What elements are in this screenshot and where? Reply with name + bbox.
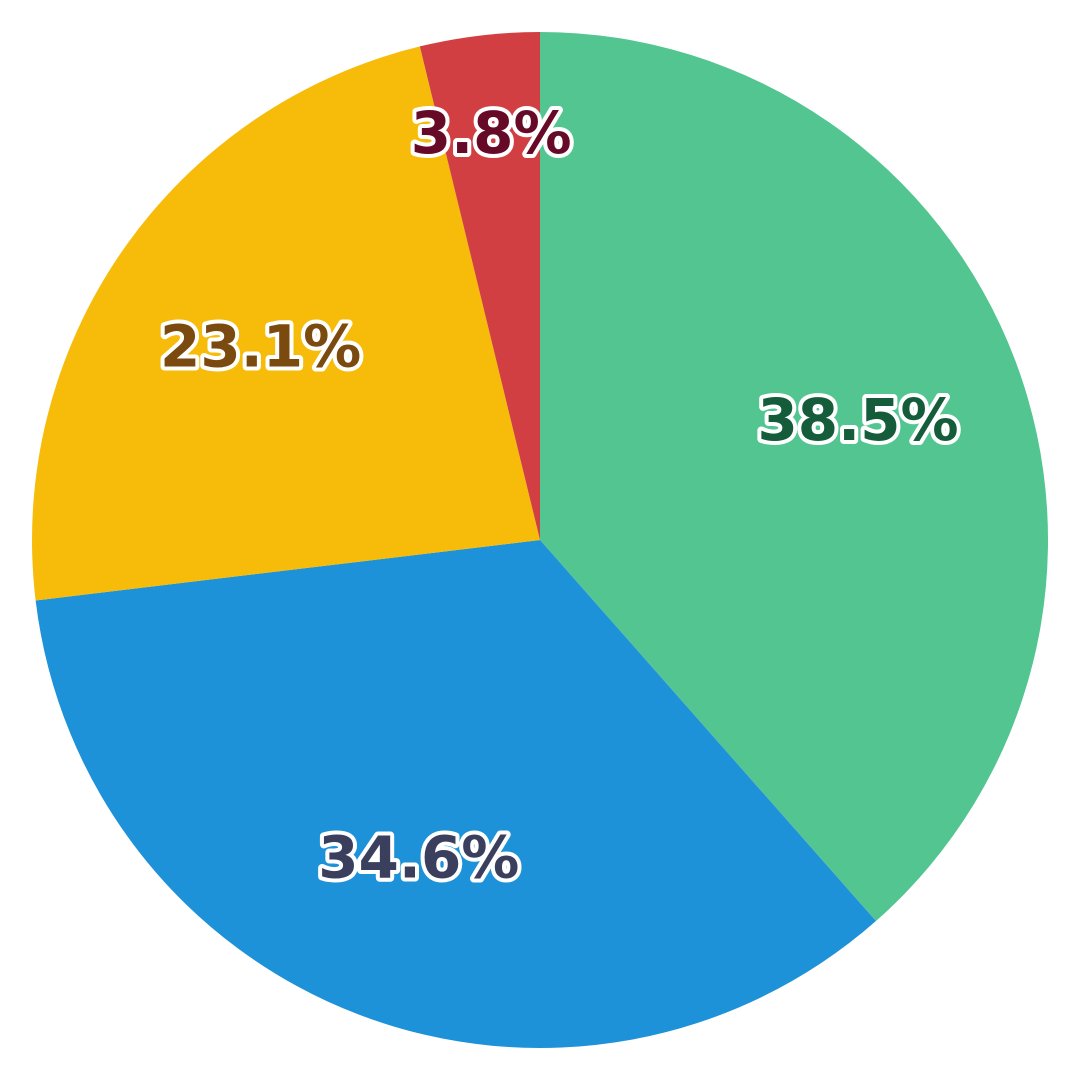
pie-slice-1 [35, 540, 876, 1049]
pie-slice-label-0: 38.5% [757, 386, 958, 454]
pie-labels: 38.5% 34.6% 23.1% 3.8% [156, 95, 963, 896]
pie-slices [32, 32, 1049, 1049]
pie-slice-label-1: 34.6% [318, 824, 519, 892]
pie-slice-label-2: 23.1% [160, 312, 361, 380]
pie-slice-3 [419, 32, 540, 540]
pie-slice-label-3: 3.8% [411, 99, 572, 167]
pie-slice-0 [540, 32, 1049, 922]
pie-slice-2 [32, 46, 540, 601]
